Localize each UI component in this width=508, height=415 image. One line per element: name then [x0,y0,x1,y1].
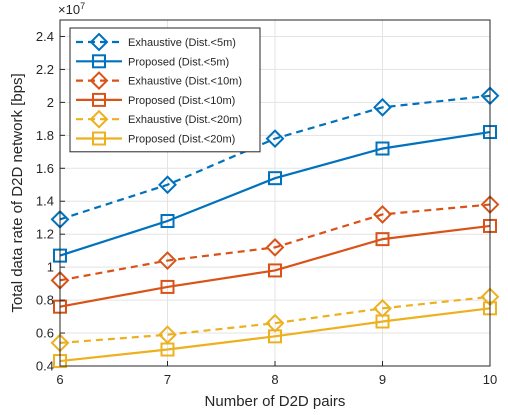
axis-ticks: 6 7 8 9 10 0.4 0.6 0.8 1 1.2 1.4 1.6 1.8 2 2.2 2.4 [36,29,497,387]
x-axis-title: Number of D2D pairs [205,393,346,410]
y-tick-label: 1.8 [36,128,54,143]
data-point-square [268,263,282,278]
series-line [59,94,491,221]
y-exponent-power: 7 [80,1,85,11]
y-tick-label: 1 [47,260,54,275]
legend-item: Proposed (Dist.<10m) [76,92,235,107]
y-tick-label: 2.4 [36,29,54,44]
legend-item: Exhaustive (Dist.<5m) [76,32,236,52]
x-tick-label: 7 [164,372,171,387]
data-point-diamond [158,251,177,270]
data-point-diamond [373,205,392,224]
y-exponent-base: ×10 [58,2,80,17]
y-tick-label: 0.4 [36,359,54,374]
data-point-diamond [265,237,285,257]
legend-marker-diamond [89,109,109,129]
data-point-diamond [265,129,285,149]
legend-label: Exhaustive (Dist.<20m) [128,114,242,126]
y-tick-label: 1.2 [36,227,54,242]
y-tick-label: 1.6 [36,161,54,176]
y-axis-exponent: ×107 [58,1,85,17]
data-point-square [375,232,390,247]
y-tick-label: 0.6 [36,326,54,341]
series-line [59,130,491,257]
legend-label: Proposed (Dist.<10m) [128,95,235,107]
data-point-square [375,141,390,156]
y-tick-label: 2 [47,95,54,110]
x-tick-label: 8 [271,372,278,387]
y-tick-label: 2.2 [36,62,54,77]
y-axis-title: Total data rate of D2D network [bps] [9,73,26,312]
legend-item: Proposed (Dist.<20m) [76,131,235,146]
series-line [59,295,491,345]
data-point-square [160,279,175,294]
series-3 [50,195,500,290]
legend-item: Exhaustive (Dist.<10m) [76,71,242,91]
data-point-square [268,329,282,344]
legend-marker-diamond [89,71,109,91]
legend-marker-square [92,54,106,69]
data-point-diamond [373,97,392,117]
data-point-square [268,171,282,186]
legend-label: Proposed (Dist.<20m) [128,134,235,146]
y-tick-label: 0.8 [36,293,54,308]
y-tick-label: 1.4 [36,194,54,209]
legend-marker-square [92,131,106,146]
legend: Exhaustive (Dist.<5m) Proposed (Dist.<5m)… [69,27,261,153]
data-point-square [375,314,390,329]
x-tick-label: 6 [56,372,63,387]
series-layer [50,86,500,369]
series-line [59,224,491,308]
legend-marker-diamond [89,32,109,52]
legend-item: Proposed (Dist.<5m) [76,54,229,69]
x-tick-label: 9 [379,372,386,387]
legend-label: Proposed (Dist.<5m) [128,56,229,68]
series-line [59,203,491,282]
legend-item: Exhaustive (Dist.<20m) [76,109,242,129]
legend-label: Exhaustive (Dist.<5m) [128,37,236,49]
legend-label: Exhaustive (Dist.<10m) [128,76,242,88]
data-point-diamond [158,175,177,195]
series-line [59,307,491,363]
x-tick-label: 10 [483,372,497,387]
data-point-square [160,214,175,229]
data-point-square [160,342,175,357]
legend-marker-square [92,92,106,107]
